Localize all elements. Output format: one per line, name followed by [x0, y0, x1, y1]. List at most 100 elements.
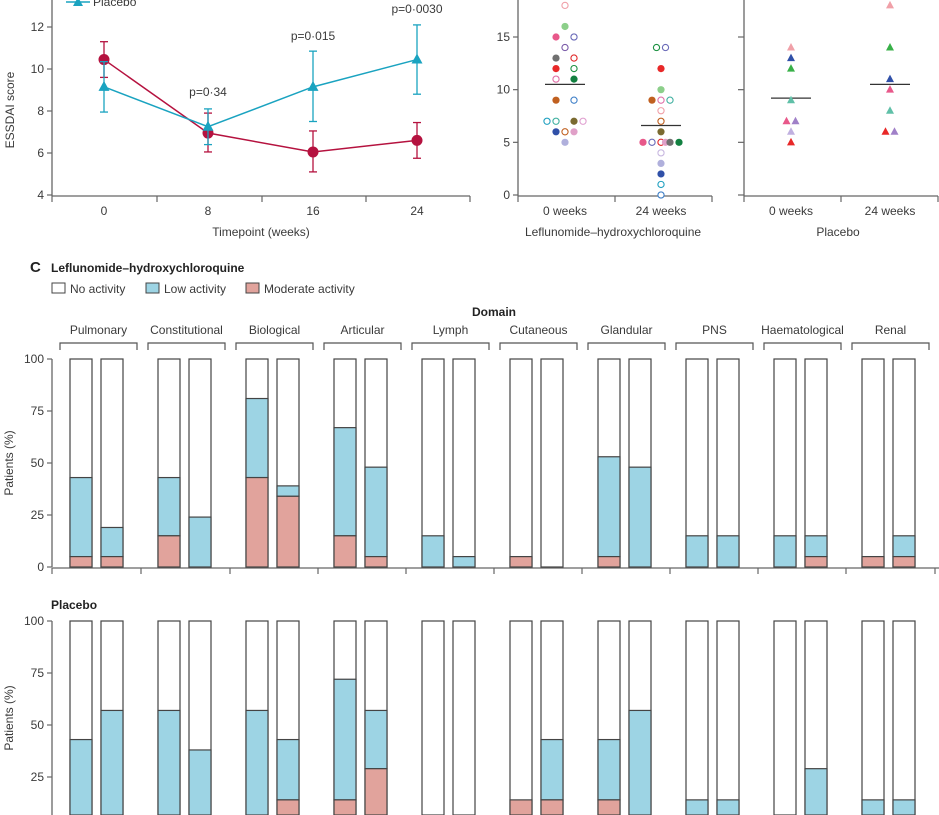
bar-moderate-activity — [276, 799, 300, 815]
bar-low-activity — [773, 535, 797, 568]
domain-label: Pulmonary — [70, 323, 127, 337]
dot-filled — [657, 159, 665, 167]
bar-moderate-activity — [364, 555, 388, 568]
data-point-triangle — [98, 80, 110, 91]
dot-filled — [657, 170, 665, 178]
bar-low-activity — [597, 738, 621, 801]
dot-open — [570, 33, 578, 41]
dot-filled — [552, 128, 560, 136]
dot-filled — [657, 65, 665, 73]
triangle-marker — [782, 116, 791, 125]
bar-moderate-activity — [540, 799, 564, 815]
dot-filled — [657, 128, 665, 136]
series-line-leflunomide — [103, 58, 418, 153]
y-axis-label: Patients (%) — [2, 430, 16, 495]
domain-label: PNS — [702, 323, 727, 337]
y-tick-label: 8 — [37, 104, 44, 118]
dot-open — [666, 96, 674, 104]
data-point-circle — [307, 146, 319, 158]
y-tick-label: 50 — [31, 718, 45, 732]
dot-open — [648, 138, 656, 146]
bar-no-activity — [421, 620, 445, 815]
triangle-marker — [787, 43, 795, 51]
dot-open — [657, 180, 665, 189]
triangle-marker — [787, 127, 795, 135]
triangle-marker — [881, 127, 890, 135]
bar-low-activity — [333, 678, 357, 801]
domain-bracket — [59, 342, 138, 350]
bar-low-activity — [716, 535, 740, 568]
dot-filled — [639, 138, 647, 146]
dot-open — [657, 107, 665, 115]
bar-moderate-activity — [597, 555, 621, 568]
y-tick-label: 4 — [37, 188, 44, 202]
legend-marker-triangle — [73, 0, 83, 6]
bar-low-activity — [157, 476, 181, 537]
legend-swatch — [51, 282, 66, 294]
x-tick-label: 16 — [306, 204, 320, 218]
bar-moderate-activity — [333, 799, 357, 815]
dot-filled — [657, 86, 665, 94]
bar-moderate-activity — [245, 476, 269, 568]
bar-low-activity — [69, 738, 93, 815]
y-tick-label: 10 — [31, 62, 45, 76]
x-tick-label: 24 weeks — [865, 204, 916, 218]
p-value-annotation: p=0·0030 — [391, 2, 442, 16]
bar-low-activity — [421, 535, 445, 568]
bar-no-activity — [540, 358, 564, 568]
x-tick-label: 8 — [205, 204, 212, 218]
series-line-placebo — [103, 58, 418, 128]
y-tick-label: 10 — [497, 83, 511, 97]
bar-moderate-activity — [509, 555, 533, 568]
y-tick-label: 75 — [31, 666, 45, 680]
domain-bracket — [587, 342, 666, 350]
bar-no-activity — [452, 358, 476, 568]
dot-open — [561, 43, 569, 52]
dot-open — [552, 117, 560, 125]
dot-filled — [570, 128, 578, 136]
triangle-marker — [791, 116, 800, 125]
bar-moderate-activity — [276, 495, 300, 568]
x-axis-label: Timepoint (weeks) — [212, 225, 310, 239]
bar-low-activity — [69, 476, 93, 558]
bar-low-activity — [628, 466, 652, 568]
bar-moderate-activity — [100, 555, 124, 568]
y-tick-label: 50 — [31, 456, 45, 470]
domain-bracket — [411, 342, 490, 350]
bar-low-activity — [861, 799, 885, 815]
domain-label: Cutaneous — [509, 323, 567, 337]
bar-low-activity — [364, 709, 388, 770]
dot-filled — [648, 96, 656, 104]
domain-bracket — [851, 342, 930, 350]
triangle-marker — [886, 106, 894, 114]
bar-low-activity — [157, 709, 181, 815]
dot-open — [570, 96, 578, 104]
dot-open — [652, 43, 661, 52]
legend-label: Low activity — [164, 282, 226, 296]
x-tick-label: 0 weeks — [543, 204, 587, 218]
bar-low-activity — [245, 397, 269, 479]
x-tick-label: 0 weeks — [769, 204, 813, 218]
dot-open — [661, 43, 670, 52]
y-tick-label: 12 — [31, 20, 45, 34]
dot-open — [657, 191, 665, 199]
dot-open — [570, 64, 578, 73]
legend-label-placebo: Placebo — [93, 0, 137, 9]
dot-open — [579, 117, 587, 125]
bar-low-activity — [892, 535, 916, 558]
domain-bracket — [235, 342, 314, 350]
domain-label: Haematological — [761, 323, 844, 337]
bar-low-activity — [452, 555, 476, 568]
bar-moderate-activity — [69, 555, 93, 568]
dot-filled — [666, 138, 674, 146]
triangle-marker — [886, 85, 894, 93]
bar-low-activity — [100, 709, 124, 815]
y-tick-label: 0 — [37, 560, 44, 574]
bar-no-activity — [509, 358, 533, 568]
x-tick-label: 24 weeks — [636, 204, 687, 218]
domain-bracket — [499, 342, 578, 350]
y-tick-label: 100 — [24, 614, 44, 628]
domain-bracket — [147, 342, 226, 350]
dot-filled — [552, 33, 560, 41]
domain-bracket — [323, 342, 402, 350]
